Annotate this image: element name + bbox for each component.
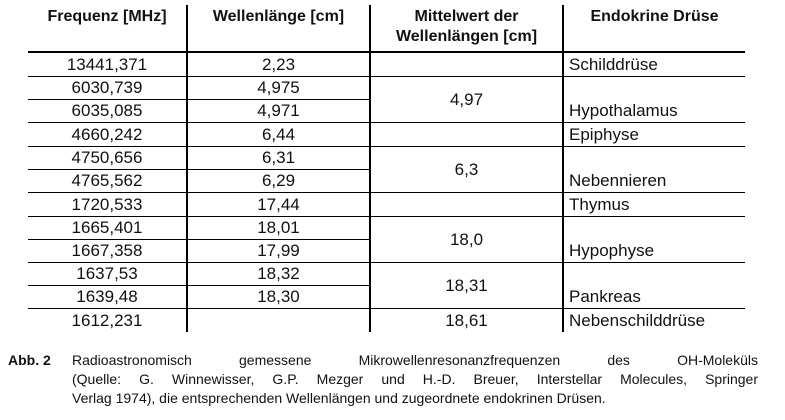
frequenz-cell: 1637,53 [28, 262, 187, 286]
header-druese: Endokrine Drüse [562, 5, 745, 53]
wellenlaenge-cell: 4,971 [186, 99, 370, 123]
wellenlaenge-cell: 18,01 [186, 216, 370, 240]
wellenlaenge-cell: 4,975 [186, 76, 370, 100]
caption-body: Radioastronomisch gemessene Mikrowellenr… [72, 351, 758, 408]
table-row: 13441,371 2,23 Schilddrüse [28, 51, 745, 77]
druese-cell: Thymus [562, 192, 745, 217]
table-row: 4660,242 6,44 Epiphyse [28, 122, 745, 147]
frequenz-cell: 6030,739 [28, 76, 187, 100]
druese-cell: Schilddrüse [562, 51, 745, 77]
wellenlaenge-cell: 6,29 [186, 169, 370, 193]
mittelwert-cell: 4,97 [369, 76, 563, 123]
frequenz-cell: 4660,242 [28, 122, 187, 147]
header-frequenz: Frequenz [MHz] [28, 5, 187, 53]
caption-label: Abb. 2 [8, 352, 51, 368]
wellenlaenge-cell [186, 308, 370, 332]
frequenz-cell: 1612,231 [28, 308, 187, 332]
frequenz-cell: 1665,401 [28, 216, 187, 240]
druese-cell: Hypophyse [562, 216, 745, 263]
mittelwert-cell: 6,3 [369, 146, 563, 193]
mittelwert-cell [369, 192, 563, 217]
header-row: Frequenz [MHz] Wellenlänge [cm] Mittelwe… [28, 5, 745, 53]
wellenlaenge-cell: 18,30 [186, 285, 370, 309]
wellenlaenge-cell: 6,31 [186, 146, 370, 170]
frequenz-cell: 4750,656 [28, 146, 187, 170]
frequenz-cell: 6035,085 [28, 99, 187, 123]
table-row: 6035,085 4,971 [28, 99, 745, 123]
mittelwert-cell: 18,61 [369, 308, 563, 332]
druese-cell: Hypothalamus [562, 76, 745, 123]
druese-cell: Epiphyse [562, 122, 745, 147]
table-row: 4765,562 6,29 [28, 169, 745, 193]
resonance-frequency-table: Frequenz [MHz] Wellenlänge [cm] Mittelwe… [28, 5, 745, 332]
table-row: 1637,53 18,32 18,31 Pankreas [28, 262, 745, 309]
wellenlaenge-cell: 2,23 [186, 51, 370, 77]
wellenlaenge-cell: 17,44 [186, 192, 370, 217]
caption-line: (Quelle: G. Winnewisser, G.P. Mezger und… [72, 371, 758, 387]
wellenlaenge-cell: 17,99 [186, 239, 370, 263]
table-row: 4750,656 6,31 6,3 Nebennieren [28, 146, 745, 193]
frequenz-cell: 13441,371 [28, 51, 187, 77]
mittelwert-cell: 18,0 [369, 216, 563, 263]
druese-cell: Nebennieren [562, 146, 745, 193]
caption-line: Radioastronomisch gemessene Mikrowellenr… [72, 352, 758, 368]
table-row: 6030,739 4,975 4,97 Hypothalamus [28, 76, 745, 123]
mittelwert-cell [369, 51, 563, 77]
frequenz-cell: 4765,562 [28, 169, 187, 193]
druese-cell: Nebenschilddrüse [562, 308, 745, 332]
header-mittelwert: Mittelwert der Wellenlängen [cm] [369, 5, 563, 53]
mittelwert-cell [369, 122, 563, 147]
header-wellenlaenge: Wellenlänge [cm] [186, 5, 370, 53]
druese-cell: Pankreas [562, 262, 745, 309]
mittelwert-cell: 18,31 [369, 262, 563, 309]
frequenz-cell: 1667,358 [28, 239, 187, 263]
table-row: 1667,358 17,99 [28, 239, 745, 263]
table-row: 1639,48 18,30 [28, 285, 745, 309]
caption-line: Verlag 1974), die entsprechenden Wellenl… [72, 390, 606, 406]
wellenlaenge-cell: 18,32 [186, 262, 370, 286]
table-row: 1665,401 18,01 18,0 Hypophyse [28, 216, 745, 263]
figure-caption: Abb. 2 Radioastronomisch gemessene Mikro… [8, 351, 758, 408]
frequenz-cell: 1639,48 [28, 285, 187, 309]
table-row: 1612,231 18,61 Nebenschilddrüse [28, 308, 745, 332]
table-row: 1720,533 17,44 Thymus [28, 192, 745, 217]
wellenlaenge-cell: 6,44 [186, 122, 370, 147]
frequenz-cell: 1720,533 [28, 192, 187, 217]
